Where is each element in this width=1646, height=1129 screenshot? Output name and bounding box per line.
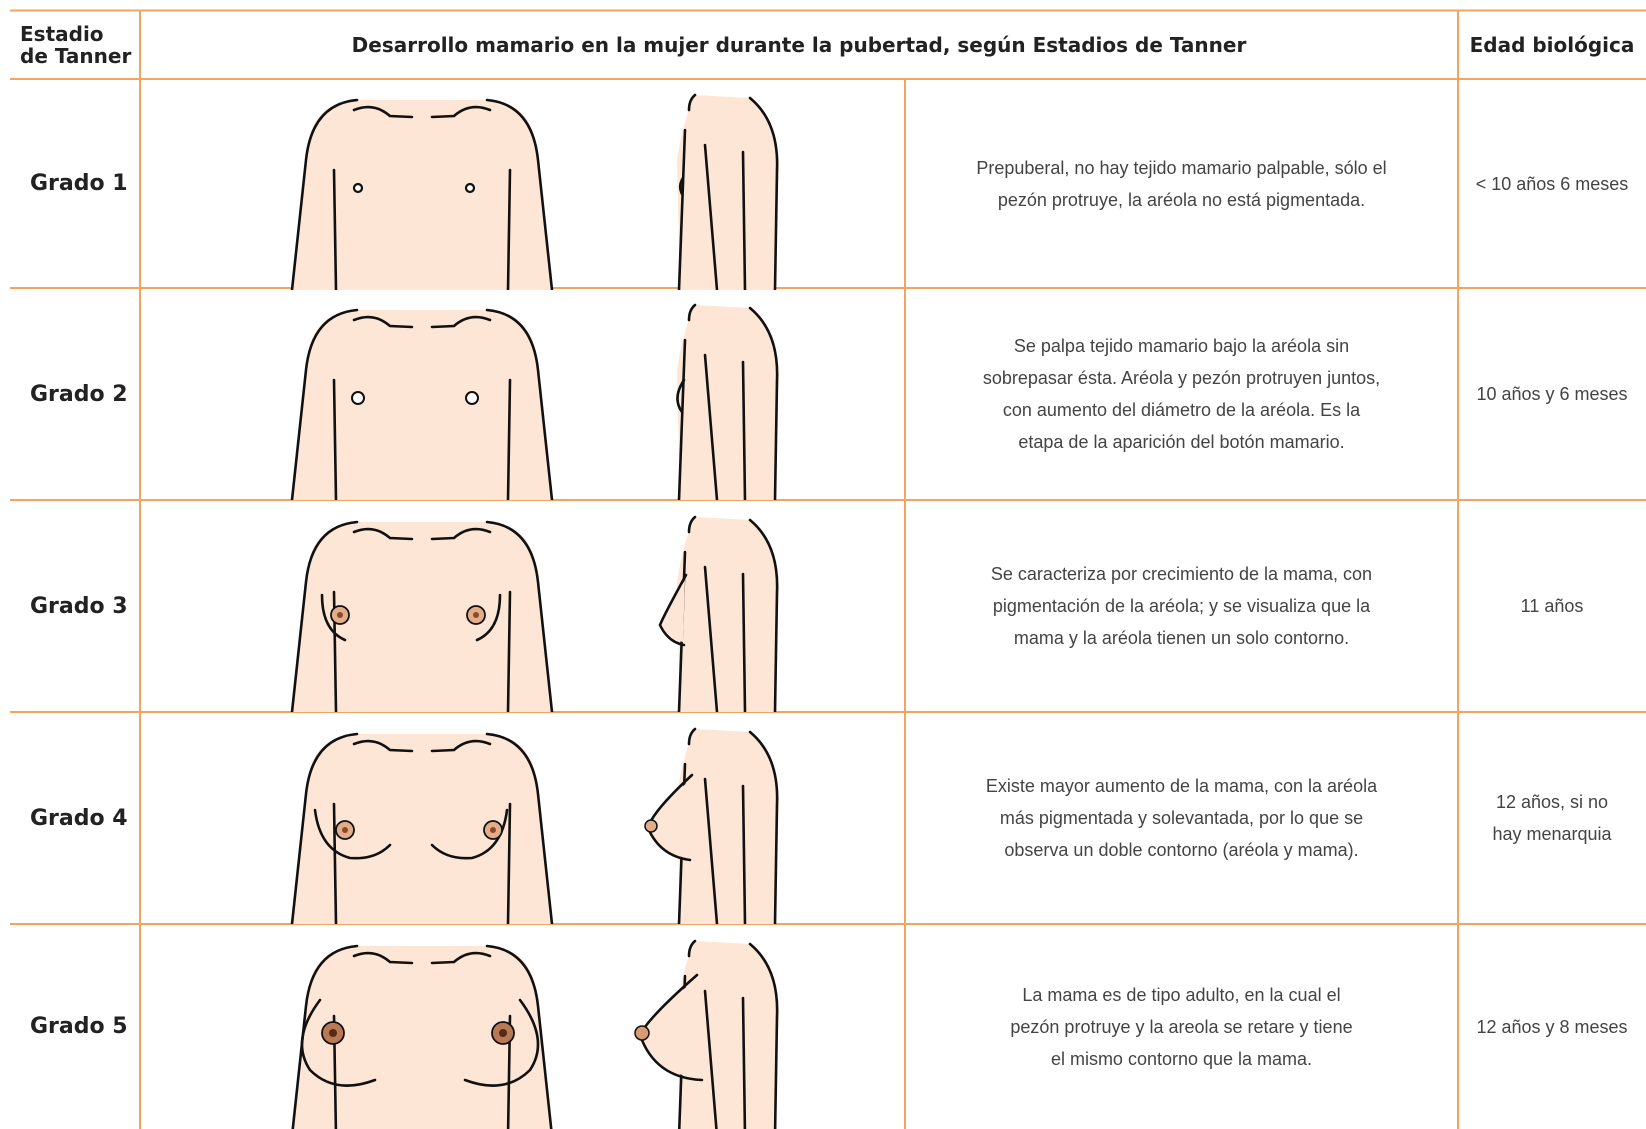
grade-2-drawing (292, 305, 779, 500)
description-line: pezón protruye, la aréola no está pigmen… (997, 189, 1366, 210)
stage-label: Grado 3 (30, 593, 128, 619)
description-line: mama y la aréola tienen un solo contorno… (1013, 628, 1350, 648)
description-line: sobrepasar ésta. Aréola y pezón protruye… (982, 368, 1381, 388)
age-line: 10 años y 6 meses (1476, 384, 1628, 404)
description-line: observa un doble contorno (aréola y mama… (1004, 840, 1359, 860)
header-age: Edad biológica (1469, 33, 1635, 57)
description-line: Se caracteriza por crecimiento de la mam… (990, 564, 1373, 584)
grade-1-drawing (292, 95, 779, 290)
grade-4-drawing (292, 729, 779, 924)
row-lines (10, 9, 1646, 1129)
grade-3-drawing (292, 517, 779, 712)
age: 10 años y 6 meses (1458, 288, 1646, 500)
header-stage-line: de Tanner (20, 44, 132, 68)
description-line: pigmentación de la aréola; y se visualiz… (992, 596, 1371, 616)
description: Se caracteriza por crecimiento de la mam… (905, 500, 1458, 712)
grade-5-drawing (292, 941, 779, 1129)
age: 12 años, si no hay menarquia (1458, 712, 1646, 924)
description-line: Prepuberal, no hay tejido mamario palpab… (976, 157, 1387, 178)
stage-label: Grado 4 (30, 805, 128, 831)
description-line: Se palpa tejido mamario bajo la aréola s… (1013, 336, 1350, 356)
header-stage: Estadio de Tanner (10, 11, 140, 79)
description-line: Existe mayor aumento de la mama, con la … (985, 776, 1378, 796)
age-line: 12 años y 8 meses (1476, 1016, 1628, 1037)
age-line: < 10 años 6 meses (1475, 173, 1629, 194)
age-line: hay menarquia (1492, 824, 1612, 844)
header-stage-line: Estadio (20, 22, 104, 46)
age-line: 11 años (1520, 596, 1584, 616)
description-line: con aumento del diámetro de la aréola. E… (1002, 400, 1361, 420)
description: Existe mayor aumento de la mama, con la … (905, 712, 1458, 924)
description-line: La mama es de tipo adulto, en la cual el (1022, 984, 1341, 1005)
description: La mama es de tipo adulto, en la cual el… (905, 924, 1458, 1129)
age: 11 años (1458, 500, 1646, 712)
stage-label: Grado 2 (30, 381, 128, 407)
description-line: el mismo contorno que la mama. (1050, 1048, 1313, 1069)
description-line: pezón protruye y la areola se retare y t… (1010, 1016, 1353, 1037)
description-line: más pigmentada y solevantada, por lo que… (999, 808, 1364, 828)
description-line: etapa de la aparición del botón mamario. (1018, 432, 1345, 452)
stage-label: Grado 1 (30, 171, 128, 196)
description: Prepuberal, no hay tejido mamario palpab… (905, 79, 1458, 288)
description: Se palpa tejido mamario bajo la aréola s… (905, 288, 1458, 500)
header-title: Desarrollo mamario en la mujer durante l… (351, 33, 1247, 57)
age-line: 12 años, si no (1495, 792, 1609, 812)
age: 12 años y 8 meses (1458, 924, 1646, 1129)
stage-label: Grado 5 (30, 1014, 128, 1039)
age: < 10 años 6 meses (1458, 79, 1646, 288)
